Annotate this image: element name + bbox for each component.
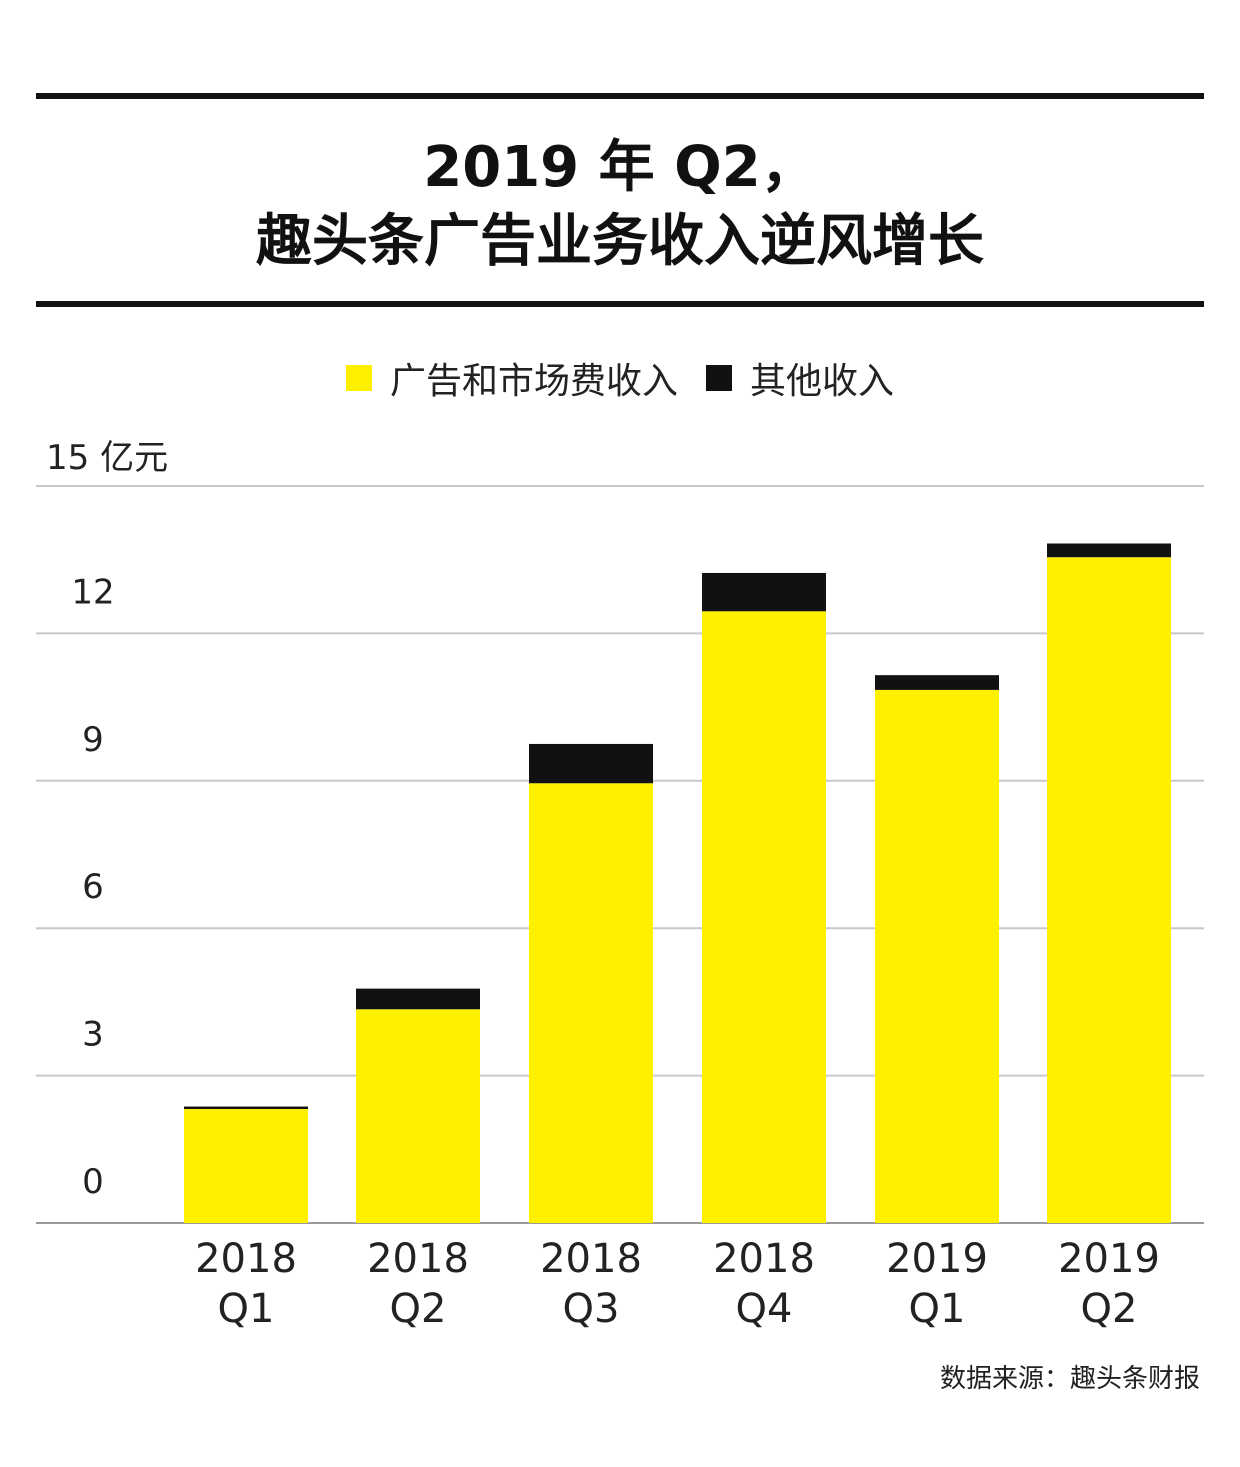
source-note: 数据来源：趣头条财报 bbox=[939, 1364, 1200, 1394]
legend-label-ad-revenue: 广告和市场费收入 bbox=[389, 361, 678, 402]
bar-ad-revenue bbox=[702, 611, 826, 1223]
chart-title-line2: 趣头条广告业务收入逆风增长 bbox=[256, 209, 984, 274]
y-axis-top-label: 15 亿元 bbox=[46, 438, 169, 478]
x-tick-label-quarter: Q1 bbox=[218, 1286, 275, 1332]
y-tick-label: 3 bbox=[82, 1015, 104, 1055]
x-tick-label-year: 2018 bbox=[540, 1236, 642, 1282]
bar-ad-revenue bbox=[1047, 557, 1171, 1223]
bar-other-revenue bbox=[184, 1106, 308, 1110]
bar-ad-revenue bbox=[356, 1009, 480, 1223]
bar-other-revenue bbox=[702, 572, 826, 612]
x-tick-label-year: 2019 bbox=[1058, 1236, 1160, 1282]
y-tick-label: 0 bbox=[82, 1162, 104, 1202]
y-tick-label: 9 bbox=[82, 720, 104, 760]
chart-title-line1: 2019 年 Q2， bbox=[423, 135, 817, 200]
bar-ad-revenue bbox=[529, 783, 653, 1223]
top-rule bbox=[36, 93, 1204, 99]
x-tick-label-year: 2019 bbox=[886, 1236, 988, 1282]
bar-ad-revenue bbox=[875, 689, 999, 1223]
bar-other-revenue bbox=[1047, 543, 1171, 558]
x-tick-label-quarter: Q4 bbox=[736, 1286, 793, 1332]
x-tick-label-year: 2018 bbox=[713, 1236, 815, 1282]
bottom-rule bbox=[36, 301, 1204, 307]
x-tick-label-year: 2018 bbox=[367, 1236, 469, 1282]
x-tick-label-quarter: Q2 bbox=[1081, 1286, 1138, 1332]
legend: 广告和市场费收入 其他收入 bbox=[0, 352, 1240, 404]
x-tick-label-quarter: Q1 bbox=[909, 1286, 966, 1332]
y-tick-label: 12 bbox=[71, 572, 114, 612]
bar-other-revenue bbox=[529, 743, 653, 784]
x-tick-label-quarter: Q2 bbox=[390, 1286, 447, 1332]
legend-item-ad-revenue: 广告和市场费收入 bbox=[345, 352, 678, 404]
legend-swatch-ad-revenue bbox=[345, 365, 372, 391]
y-tick-label: 6 bbox=[82, 867, 104, 907]
x-tick-label-year: 2018 bbox=[195, 1236, 297, 1282]
bar-other-revenue bbox=[875, 675, 999, 690]
x-tick-label-quarter: Q3 bbox=[563, 1286, 620, 1332]
legend-swatch-other-revenue bbox=[706, 365, 732, 391]
bar-ad-revenue bbox=[184, 1109, 308, 1223]
legend-item-other-revenue: 其他收入 bbox=[706, 352, 894, 404]
legend-label-other-revenue: 其他收入 bbox=[750, 361, 895, 402]
bar-other-revenue bbox=[356, 988, 480, 1010]
